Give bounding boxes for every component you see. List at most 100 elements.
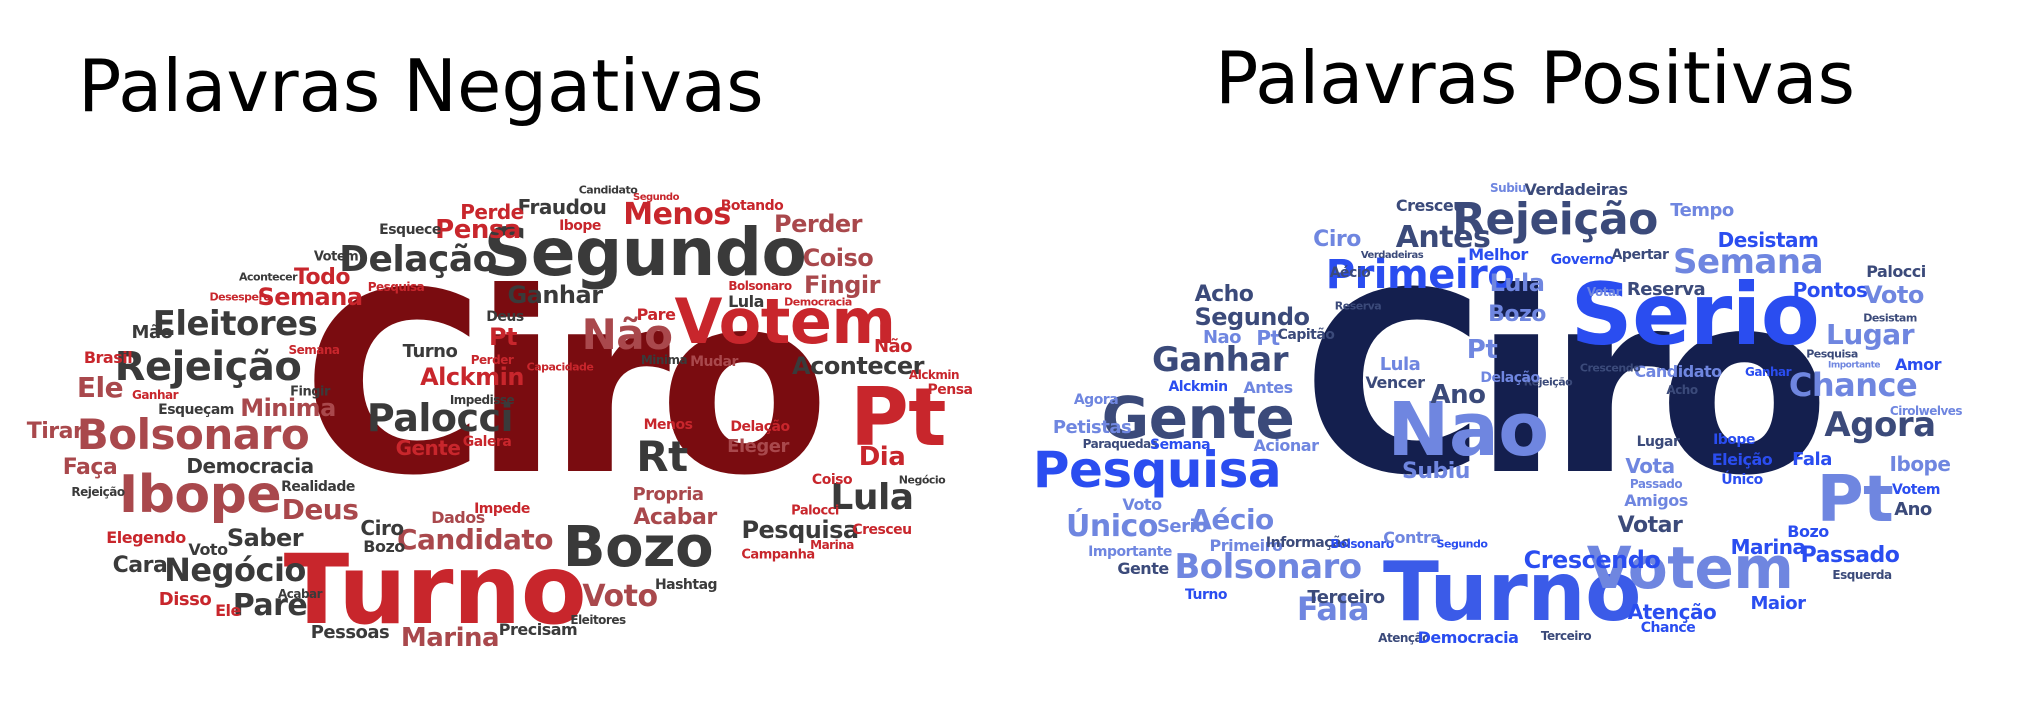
word-esqueçam: Esqueçam <box>158 402 234 418</box>
word-atenção: Atenção <box>1627 600 1717 624</box>
word-menos: Menos <box>623 197 731 232</box>
word-lugar: Lugar <box>1636 434 1680 450</box>
word-turno: Turno <box>283 534 587 646</box>
word-acho: Acho <box>1194 282 1254 307</box>
word-paraquedas: Paraquedas <box>1082 437 1158 451</box>
word-semana: Semana <box>288 343 340 357</box>
word-bolsonaro: Bolsonaro <box>1174 547 1362 587</box>
word-pensa: Pensa <box>435 215 521 245</box>
word-pare: Pare <box>232 588 308 623</box>
word-perder: Perder <box>774 210 863 238</box>
word-pesquisa: Pesquisa <box>367 280 425 294</box>
word-ganhar: Ganhar <box>507 281 603 309</box>
word-menos: Menos <box>643 417 693 433</box>
word-realidade: Realidade <box>281 479 355 495</box>
word-bolsonaro: Bolsonaro <box>76 410 310 459</box>
word-ano: Ano <box>1894 499 1932 520</box>
word-aécio: Aécio <box>1329 265 1371 281</box>
word-bozo: Bozo <box>1787 522 1829 541</box>
word-votem: Votem <box>1586 534 1794 602</box>
word-deus: Deus <box>281 493 359 526</box>
word-nao: Nao <box>1387 387 1549 473</box>
word-subiu: Subiu <box>1402 459 1470 484</box>
word-bolsonaro: Bolsonaro <box>728 279 792 293</box>
word-ciro: Ciro <box>360 516 404 540</box>
word-passado: Passado <box>1800 543 1900 568</box>
word-mão: Mão <box>131 322 173 343</box>
word-capitão: Capitão <box>1277 327 1335 343</box>
word-melhor: Melhor <box>1468 245 1528 264</box>
word-ciro: Ciro <box>1301 239 1830 530</box>
word-amigos: Amigos <box>1624 491 1688 510</box>
word-lula: Lula <box>830 477 914 518</box>
word-votar: Votar <box>1617 513 1683 538</box>
word-verdadeiras: Verdadeiras <box>1360 250 1424 261</box>
word-faça: Faça <box>62 455 118 480</box>
word-marina: Marina <box>400 623 500 653</box>
word-negócio: Negócio <box>898 473 946 487</box>
word-cresceu: Cresceu <box>1395 196 1465 215</box>
word-terceiro: Terceiro <box>1307 587 1385 608</box>
word-fraudou: Fraudou <box>517 195 607 219</box>
word-rejeição: Rejeição <box>1452 194 1658 245</box>
word-eleitores: Eleitores <box>570 613 626 627</box>
word-hashtag: Hashtag <box>654 577 718 593</box>
word-saber: Saber <box>226 524 304 552</box>
word-tirar: Tirar <box>26 419 84 444</box>
word-impede: Impede <box>474 501 530 517</box>
word-candidato: Candidato <box>396 523 554 556</box>
word-ciro: Ciro <box>301 239 830 530</box>
word-ciro: Ciro <box>1313 227 1361 252</box>
word-votar: Votar <box>1586 285 1622 299</box>
word-votem: Votem <box>1892 482 1940 498</box>
word-vota: Vota <box>1625 454 1675 478</box>
word-coiso: Coiso <box>802 244 874 272</box>
word-primeiro: Primeiro <box>1325 252 1515 298</box>
word-eleição: Eleição <box>1711 450 1773 469</box>
word-segundo: Segundo <box>1436 537 1488 551</box>
word-propria: Propria <box>632 484 704 505</box>
word-ganhar: Ganhar <box>1744 365 1792 379</box>
word-esquece: Esquece <box>379 222 441 238</box>
word-único: Único <box>1721 472 1763 488</box>
word-alckmin: Alckmin <box>908 368 960 382</box>
word-maior: Maior <box>1750 593 1806 614</box>
word-desistam: Desistam <box>1717 228 1819 252</box>
word-cresceu: Cresceu <box>852 522 912 538</box>
word-informação: Informação <box>1265 535 1351 551</box>
word-acho: Acho <box>1666 383 1698 397</box>
word-dados: Dados <box>431 508 485 527</box>
word-acabar: Acabar <box>633 505 717 530</box>
word-dia: Dia <box>858 442 906 472</box>
word-eleitores: Eleitores <box>152 304 318 344</box>
word-palocci: Palocci <box>1866 262 1926 281</box>
word-importante: Importante <box>1828 360 1880 371</box>
word-crescendo: Crescendo <box>1579 361 1641 375</box>
word-bozo: Bozo <box>1488 302 1546 327</box>
positive-word-cloud: Ciro Serio Turno Nao Votem Pt Gente Pesquisa Rej… <box>1011 0 2023 720</box>
word-voto: Voto <box>1122 495 1162 514</box>
title-negative-words: Palavras Negativas <box>78 44 764 128</box>
word-pt: Pt <box>1816 463 1894 537</box>
word-tempo: Tempo <box>1670 200 1734 221</box>
word-ibope: Ibope <box>559 218 601 234</box>
word-ibope: Ibope <box>1889 452 1951 476</box>
word-votem: Votem <box>313 249 359 265</box>
word-bolsonaro: Bolsonaro <box>1330 537 1394 551</box>
word-desistam: Desistam <box>1863 311 1917 325</box>
word-desespero: Desespero <box>209 290 271 304</box>
word-palocci: Palocci <box>791 503 839 519</box>
word-coiso: Coiso <box>811 472 853 488</box>
word-chance: Chance <box>1640 620 1696 636</box>
word-perde: Perde <box>460 200 524 224</box>
word-voto: Voto <box>582 579 658 614</box>
word-pesquisa: Pesquisa <box>1032 441 1282 499</box>
word-minima: Minima <box>240 394 336 422</box>
word-agora: Agora <box>1073 392 1119 408</box>
word-segundo: Segundo <box>483 214 807 291</box>
word-capacidade: Capacidade <box>526 360 594 374</box>
word-semana: Semana <box>257 283 363 311</box>
word-turno: Turno <box>1185 587 1227 603</box>
word-pontos: Pontos <box>1792 278 1868 302</box>
word-brasil: Brasil <box>83 348 133 367</box>
